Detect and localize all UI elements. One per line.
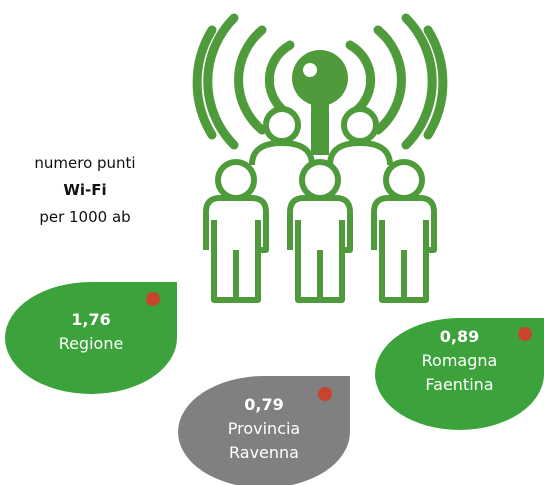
legend-line: numero punti [0,150,170,177]
label: Provincia [178,417,350,441]
legend-line: per 1000 ab [0,204,170,231]
dot [146,292,160,306]
dot [318,387,332,401]
dot [518,327,532,341]
label: Ravenna [178,441,350,465]
value: 1,76 [5,308,177,332]
label: Faentina [375,373,544,397]
legend: numero punti Wi-Fi per 1000 ab [0,150,170,231]
label: Romagna [375,349,544,373]
infographic: numero punti Wi-Fi per 1000 ab 1,76 Regi… [0,0,544,485]
legend-line: Wi-Fi [0,177,170,204]
label: Regione [5,332,177,356]
